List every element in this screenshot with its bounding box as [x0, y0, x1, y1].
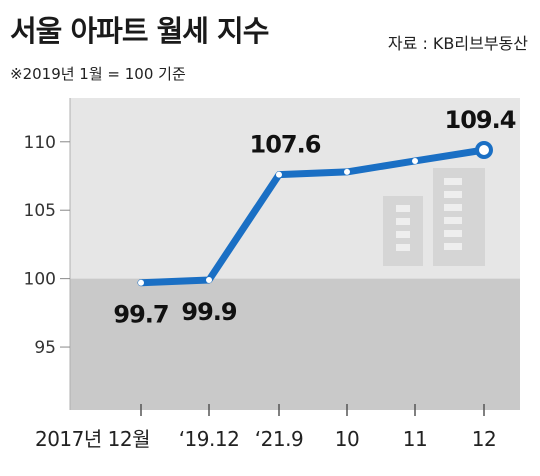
x-tick-label: ‘19.12: [179, 427, 240, 451]
index-base-note: ※2019년 1월 = 100 기준: [10, 65, 186, 83]
y-tick-label: 100: [24, 270, 56, 290]
data-point: [344, 168, 350, 175]
x-tick-label: 11: [403, 427, 427, 451]
series-line: [137, 146, 488, 287]
data-label: 107.6: [250, 131, 321, 159]
x-tick-label: 2017년 12월: [35, 427, 150, 451]
x-tick-label: ‘21.9: [255, 427, 303, 451]
data-label: 99.9: [181, 298, 237, 326]
y-tick-label: 105: [24, 201, 56, 221]
data-point: [206, 277, 212, 283]
data-label: 109.4: [445, 106, 516, 134]
data-point-end-inner: [479, 145, 489, 155]
source-note: 자료 : KB리브부동산: [387, 34, 528, 53]
baseline-band: [70, 278, 520, 410]
y-tick-label: 95: [34, 338, 56, 358]
x-tick-label: 12: [472, 427, 496, 451]
data-label: 99.7: [113, 301, 168, 329]
building-right-illustration: [433, 168, 485, 266]
data-point: [412, 157, 418, 164]
chart-title: 서울 아파트 월세 지수: [10, 14, 269, 48]
data-point: [138, 279, 144, 286]
y-tick-label: 110: [24, 133, 56, 153]
x-tick-label: 10: [335, 427, 359, 451]
data-point: [276, 171, 282, 178]
building-left-illustration: [383, 196, 423, 266]
